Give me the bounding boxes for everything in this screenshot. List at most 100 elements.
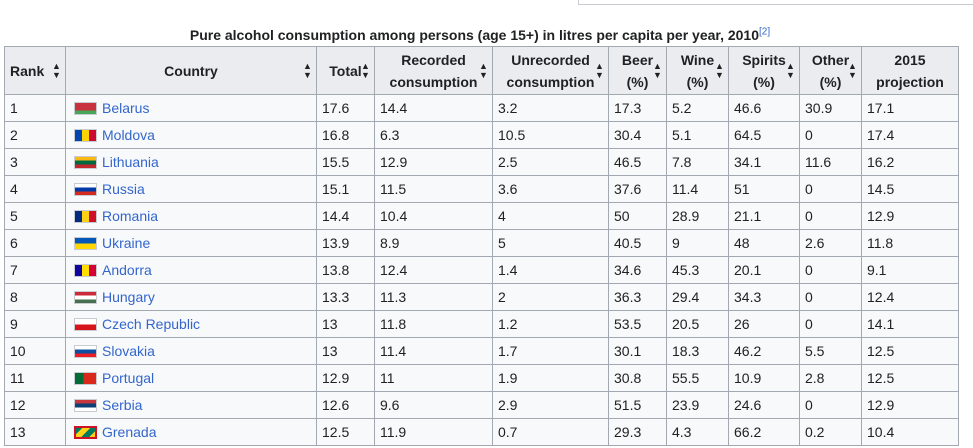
cell-recorded: 8.9 <box>374 229 493 257</box>
cell-unrecorded: 3.2 <box>492 94 609 122</box>
column-header-other[interactable]: Other (%) ▲ ▼ <box>799 46 862 95</box>
cell-total: 12.5 <box>316 418 375 446</box>
cell-wine: 7.8 <box>666 148 729 176</box>
cell-unrecorded: 0.7 <box>492 418 609 446</box>
column-header-wine[interactable]: Wine (%) ▲ ▼ <box>666 46 729 95</box>
cell-total: 16.8 <box>316 121 375 149</box>
cell-other: 5.5 <box>799 337 862 365</box>
country-link[interactable]: Andorra <box>102 262 152 278</box>
cell-beer: 29.3 <box>608 418 667 446</box>
cell-rank: 5 <box>4 202 66 230</box>
cell-rank: 3 <box>4 148 66 176</box>
column-header-unrecorded[interactable]: Unrecorded consumption ▲ ▼ <box>492 46 609 95</box>
cell-total: 13 <box>316 310 375 338</box>
sort-icon[interactable]: ▲ ▼ <box>786 60 795 80</box>
table-row: 1 Belarus 17.6 14.4 3.2 17.3 5.2 46.6 30.9 17.1 <box>4 94 959 122</box>
cell-country: Ukraine <box>65 229 317 257</box>
country-link[interactable]: Ukraine <box>102 235 151 251</box>
cell-projection: 11.8 <box>861 229 959 257</box>
country-link[interactable]: Portugal <box>102 370 155 386</box>
country-link[interactable]: Romania <box>102 208 159 224</box>
cell-recorded: 11.8 <box>374 310 493 338</box>
cell-projection: 12.4 <box>861 283 959 311</box>
column-header-recorded[interactable]: Recorded consumption ▲ ▼ <box>374 46 493 95</box>
cell-rank: 10 <box>4 337 66 365</box>
country-link[interactable]: Lithuania <box>102 154 159 170</box>
table-row: 9 Czech Republic 13 11.8 1.2 53.5 20.5 26 0 14.1 <box>4 310 959 338</box>
cell-country: Moldova <box>65 121 317 149</box>
sort-icon[interactable]: ▲ ▼ <box>715 60 724 80</box>
sort-icon[interactable]: ▲ ▼ <box>653 60 662 80</box>
cell-recorded: 14.4 <box>374 94 493 122</box>
cell-rank: 2 <box>4 121 66 149</box>
cell-rank: 11 <box>4 364 66 392</box>
sort-icon[interactable]: ▲ ▼ <box>848 60 857 80</box>
reference-link[interactable]: [2] <box>759 26 771 38</box>
table-caption: Pure alcohol consumption among persons (… <box>5 26 955 44</box>
column-header-beer[interactable]: Beer (%) ▲ ▼ <box>608 46 667 95</box>
flag-serbia-icon <box>74 398 97 412</box>
column-header-rank[interactable]: Rank ▲ ▼ <box>4 46 66 95</box>
country-link[interactable]: Serbia <box>102 397 143 413</box>
cell-total: 13.9 <box>316 229 375 257</box>
cell-beer: 37.6 <box>608 175 667 203</box>
cell-country: Grenada <box>65 418 317 446</box>
cell-unrecorded: 1.7 <box>492 337 609 365</box>
table-row: 4 Russia 15.1 11.5 3.6 37.6 11.4 51 0 14.5 <box>4 175 959 203</box>
cell-country: Andorra <box>65 256 317 284</box>
cell-recorded: 11.9 <box>374 418 493 446</box>
country-link[interactable]: Grenada <box>102 424 157 440</box>
cell-unrecorded: 2.5 <box>492 148 609 176</box>
cell-unrecorded: 1.9 <box>492 364 609 392</box>
reference-superscript[interactable]: [2] <box>759 26 770 37</box>
flag-russia-icon <box>74 182 97 196</box>
cell-total: 13 <box>316 337 375 365</box>
sort-icon[interactable]: ▲ ▼ <box>52 60 61 80</box>
cell-wine: 11.4 <box>666 175 729 203</box>
column-header-total[interactable]: Total ▲ ▼ <box>316 46 375 95</box>
cell-other: 0 <box>799 202 862 230</box>
cell-recorded: 6.3 <box>374 121 493 149</box>
column-header-spirits[interactable]: Spirits (%) ▲ ▼ <box>728 46 800 95</box>
sort-icon[interactable]: ▲ ▼ <box>303 60 312 80</box>
cell-recorded: 12.4 <box>374 256 493 284</box>
cell-other: 0 <box>799 256 862 284</box>
column-header-country[interactable]: Country ▲ ▼ <box>65 46 317 95</box>
cell-spirits: 34.3 <box>728 283 800 311</box>
cell-recorded: 11 <box>374 364 493 392</box>
table-row: 13 Grenada 12.5 11.9 0.7 29.3 4.3 66.2 0.2 10.4 <box>4 418 959 446</box>
cell-recorded: 11.5 <box>374 175 493 203</box>
country-link[interactable]: Russia <box>102 181 145 197</box>
cell-unrecorded: 4 <box>492 202 609 230</box>
cell-wine: 23.9 <box>666 391 729 419</box>
cell-other: 0 <box>799 283 862 311</box>
country-link[interactable]: Slovakia <box>102 343 155 359</box>
cell-projection: 12.5 <box>861 364 959 392</box>
cell-unrecorded: 3.6 <box>492 175 609 203</box>
country-link[interactable]: Hungary <box>102 289 155 305</box>
flag-belarus-icon <box>74 101 97 115</box>
sort-icon[interactable]: ▲ ▼ <box>479 60 488 80</box>
flag-ukraine-icon <box>74 236 97 250</box>
cell-spirits: 46.2 <box>728 337 800 365</box>
sort-icon[interactable]: ▲ ▼ <box>361 60 370 80</box>
country-link[interactable]: Czech Republic <box>102 316 201 332</box>
cell-other: 30.9 <box>799 94 862 122</box>
cell-projection: 9.1 <box>861 256 959 284</box>
cell-beer: 30.8 <box>608 364 667 392</box>
alcohol-consumption-table: Rank ▲ ▼ Country ▲ ▼ Total ▲ ▼ Recorded consum… <box>4 46 959 446</box>
flag-lithuania-icon <box>74 155 97 169</box>
cell-rank: 12 <box>4 391 66 419</box>
cell-beer: 30.4 <box>608 121 667 149</box>
cell-projection: 16.2 <box>861 148 959 176</box>
country-link[interactable]: Moldova <box>102 127 155 143</box>
country-link[interactable]: Belarus <box>102 100 150 116</box>
cell-wine: 5.1 <box>666 121 729 149</box>
cell-wine: 45.3 <box>666 256 729 284</box>
flag-slovakia-icon <box>74 344 97 358</box>
cell-country: Slovakia <box>65 337 317 365</box>
cell-recorded: 9.6 <box>374 391 493 419</box>
cell-beer: 40.5 <box>608 229 667 257</box>
sort-icon[interactable]: ▲ ▼ <box>595 60 604 80</box>
cell-unrecorded: 1.2 <box>492 310 609 338</box>
